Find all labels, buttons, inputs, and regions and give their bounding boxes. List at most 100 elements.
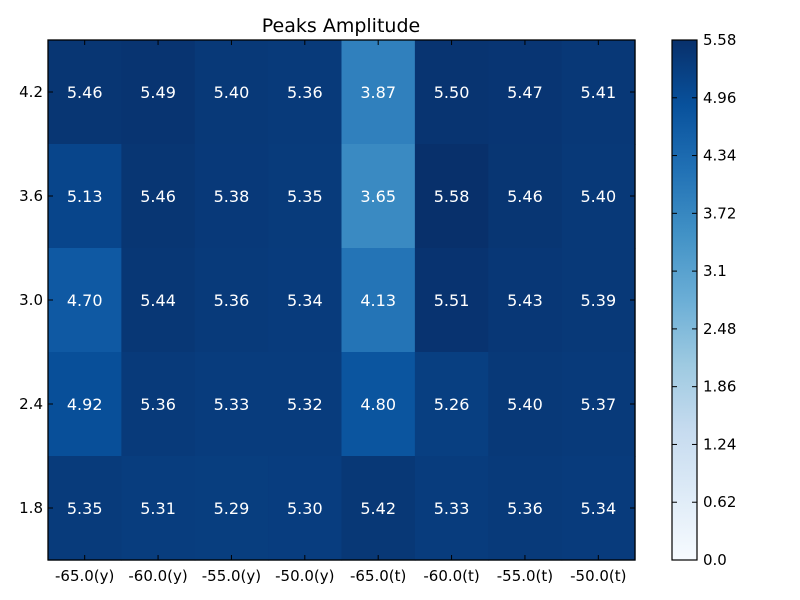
- cell-value-label: 5.39: [581, 291, 617, 310]
- heatmap-cell: [268, 456, 343, 561]
- heatmap-cell: [561, 144, 636, 249]
- heatmap-cell: [194, 144, 269, 249]
- heatmap-cell: [194, 248, 269, 353]
- cell-value-label: 5.50: [434, 83, 470, 102]
- x-tick-label: -60.0(t): [423, 567, 479, 585]
- cell-value-label: 5.42: [360, 499, 396, 518]
- y-tick-label: 2.4: [19, 395, 43, 413]
- heatmap-cell: [561, 456, 636, 561]
- heatmap-cell: [341, 40, 416, 145]
- cell-value-label: 5.36: [287, 83, 323, 102]
- heatmap-cell: [48, 456, 122, 561]
- heatmap-cell: [561, 248, 636, 353]
- heatmap-cell: [194, 40, 269, 145]
- cell-value-label: 5.37: [581, 395, 617, 414]
- heatmap-cell: [414, 144, 489, 249]
- cell-value-label: 4.70: [67, 291, 103, 310]
- colorbar-tick-label: 3.1: [703, 262, 727, 280]
- cell-value-label: 5.47: [507, 83, 543, 102]
- colorbar-tick-label: 0.0: [703, 551, 727, 569]
- chart-title: Peaks Amplitude: [262, 15, 420, 37]
- heatmap-cell: [268, 40, 343, 145]
- heatmap-cell: [194, 456, 269, 561]
- cell-value-label: 5.35: [67, 499, 103, 518]
- heatmap-cell: [268, 144, 343, 249]
- heatmap-cell: [341, 144, 416, 249]
- cell-value-label: 5.34: [287, 291, 323, 310]
- colorbar-tick-label: 1.24: [703, 435, 736, 453]
- cell-value-label: 5.35: [287, 187, 323, 206]
- colorbar-tick-label: 2.48: [703, 320, 736, 338]
- heatmap-cell: [414, 456, 489, 561]
- x-tick-label: -55.0(t): [497, 567, 553, 585]
- y-axis: 4.2 3.6 3.0 2.4 1.8: [19, 83, 635, 517]
- heatmap-cell: [268, 352, 343, 457]
- cell-value-label: 5.30: [287, 499, 323, 518]
- cell-value-label: 5.26: [434, 395, 470, 414]
- heatmap-cell: [121, 248, 196, 353]
- y-tick-label: 3.0: [19, 291, 43, 309]
- x-axis: -65.0(y) -60.0(y) -55.0(y) -50.0(y) -65.0(t)…: [55, 40, 627, 585]
- cell-value-label: 5.43: [507, 291, 543, 310]
- heatmap-cell: [121, 144, 196, 249]
- heatmap-cell: [268, 248, 343, 353]
- x-tick-label: -65.0(t): [350, 567, 406, 585]
- x-tick-label: -55.0(y): [202, 567, 261, 585]
- heatmap-cell: [341, 456, 416, 561]
- cell-value-label: 3.87: [360, 83, 396, 102]
- cell-value-label: 5.31: [140, 499, 176, 518]
- heatmap-cell: [48, 352, 122, 457]
- heatmap-cell: [121, 352, 196, 457]
- cell-value-label: 5.29: [214, 499, 250, 518]
- cell-value-label: 5.36: [507, 499, 543, 518]
- heatmap-cell: [48, 248, 122, 353]
- cell-value-label: 4.13: [360, 291, 396, 310]
- cell-value-label: 3.65: [360, 187, 396, 206]
- heatmap-cell: [121, 40, 196, 145]
- y-tick-label: 1.8: [19, 499, 43, 517]
- colorbar-axis: 0.0 0.62 1.24 1.86 2.48 3.1 3.72 4.34 4.96 5.58: [672, 31, 736, 569]
- heatmap-cell: [194, 352, 269, 457]
- heatmap-cells: [48, 40, 636, 561]
- heatmap-cell: [341, 248, 416, 353]
- cell-value-label: 5.36: [214, 291, 250, 310]
- heatmap-cell: [414, 352, 489, 457]
- cell-value-label: 5.58: [434, 187, 470, 206]
- cell-value-label: 5.46: [507, 187, 543, 206]
- heatmap-cell: [414, 40, 489, 145]
- cell-value-label: 5.40: [214, 83, 250, 102]
- heatmap-cell: [561, 352, 636, 457]
- heatmap-cell: [488, 40, 563, 145]
- cell-value-label: 4.80: [360, 395, 396, 414]
- heatmap-cell: [488, 352, 563, 457]
- y-tick-label: 3.6: [19, 187, 43, 205]
- cell-value-label: 5.13: [67, 187, 103, 206]
- heatmap-cell: [48, 40, 122, 145]
- heatmap-cell: [561, 40, 636, 145]
- cell-value-label: 5.46: [67, 83, 103, 102]
- colorbar-tick-label: 4.96: [703, 89, 736, 107]
- cell-value-label: 5.44: [140, 291, 176, 310]
- cell-value-labels: 5.46 5.49 5.40 5.36 3.87 5.50 5.47 5.41 5.13 5.46…: [67, 83, 616, 518]
- heatmap-cell: [48, 144, 122, 249]
- x-tick-label: -50.0(t): [570, 567, 626, 585]
- colorbar-tick-label: 4.34: [703, 147, 736, 165]
- heatmap-cell: [414, 248, 489, 353]
- colorbar-tick-label: 3.72: [703, 204, 736, 222]
- heatmap-cell: [121, 456, 196, 561]
- cell-value-label: 5.46: [140, 187, 176, 206]
- cell-value-label: 5.33: [434, 499, 470, 518]
- cell-value-label: 5.33: [214, 395, 250, 414]
- cell-value-label: 5.32: [287, 395, 323, 414]
- cell-value-label: 5.40: [507, 395, 543, 414]
- colorbar: [671, 39, 698, 561]
- cell-value-label: 4.92: [67, 395, 103, 414]
- cell-value-label: 5.51: [434, 291, 470, 310]
- cell-value-label: 5.34: [581, 499, 617, 518]
- x-tick-label: -50.0(y): [275, 567, 334, 585]
- cell-value-label: 5.49: [140, 83, 176, 102]
- heatmap-cell: [488, 144, 563, 249]
- x-tick-label: -65.0(y): [55, 567, 114, 585]
- y-tick-label: 4.2: [19, 83, 43, 101]
